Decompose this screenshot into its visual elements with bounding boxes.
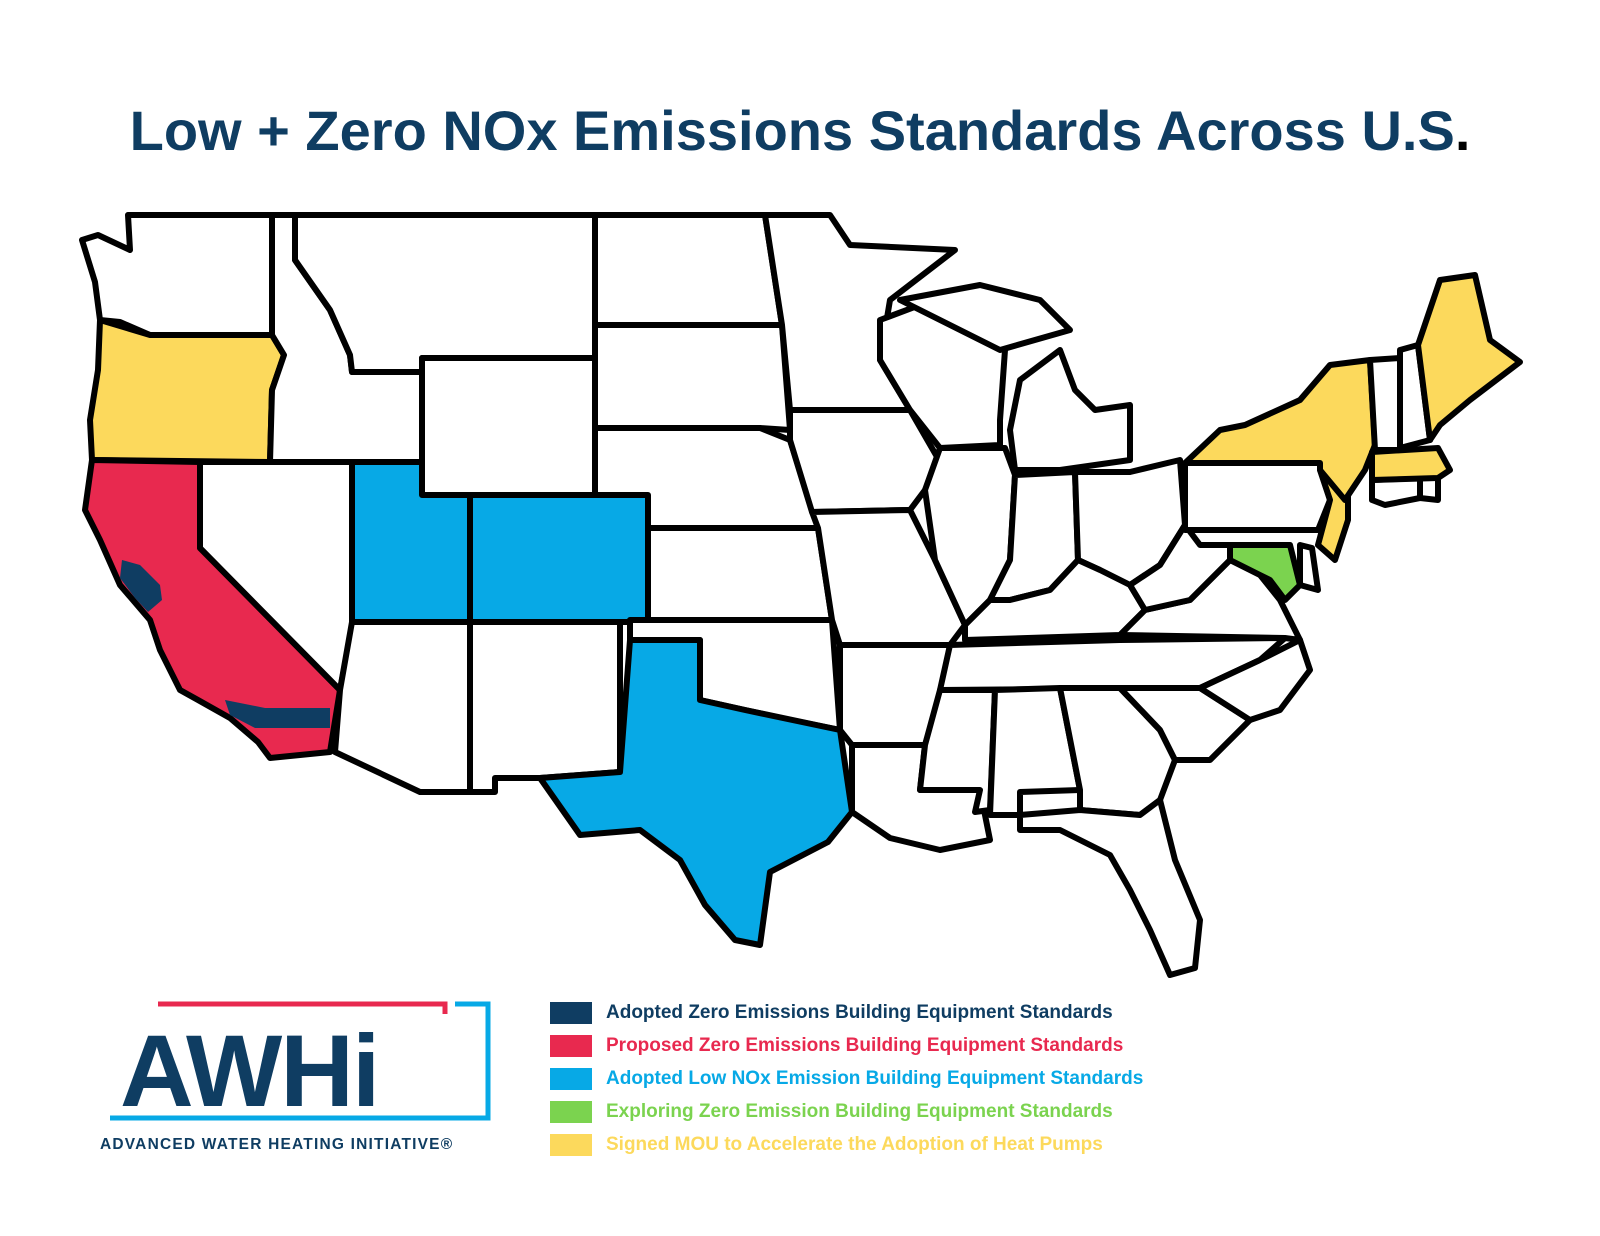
legend-item-signed-mou: Signed MOU to Accelerate the Adoption of… [550, 1132, 1250, 1160]
legend-label: Proposed Zero Emissions Building Equipme… [606, 1035, 1124, 1056]
state-iowa [787, 407, 943, 515]
state-south-dakota [592, 322, 793, 433]
state-oregon [87, 317, 287, 465]
state-west-virginia [1127, 522, 1233, 613]
legend-swatch [550, 1002, 592, 1024]
state-washington [79, 212, 275, 338]
state-new-mexico [467, 619, 623, 795]
page-title: Low + Zero NOx Emissions Standards Acros… [0, 98, 1600, 163]
logo-caption: ADVANCED WATER HEATING INITIATIVE® [100, 1136, 454, 1153]
legend-label: Adopted Zero Emissions Building Equipmen… [606, 1002, 1113, 1023]
logo-wordmark: AWHi [120, 1014, 378, 1128]
legend-swatch [550, 1035, 592, 1057]
state-delaware [1297, 542, 1321, 593]
page-title-text: Low + Zero NOx Emissions Standards Acros… [129, 99, 1455, 162]
awhi-logo: AWHi [110, 1001, 491, 1128]
state-maine [1415, 272, 1523, 443]
state-massachusetts [1369, 445, 1453, 483]
state-michigan [897, 282, 1133, 473]
state-florida [1017, 797, 1203, 978]
legend-label: Exploring Zero Emission Building Equipme… [606, 1101, 1113, 1122]
state-north-carolina [1197, 637, 1313, 723]
state-maryland [1227, 542, 1303, 603]
legend-item-proposed-zero: Proposed Zero Emissions Building Equipme… [550, 1033, 1250, 1061]
state-texas [537, 637, 855, 948]
state-pennsylvania [1182, 460, 1333, 533]
state-arizona [332, 619, 473, 795]
legend-swatch [550, 1068, 592, 1090]
legend-label: Adopted Low NOx Emission Building Equipm… [606, 1068, 1144, 1089]
state-north-dakota [592, 212, 785, 328]
legend-item-exploring-zero: Exploring Zero Emission Building Equipme… [550, 1099, 1250, 1127]
page-title-period: . [1454, 99, 1471, 162]
legend-item-adopted-low-nox: Adopted Low NOx Emission Building Equipm… [550, 1066, 1250, 1094]
legend-swatch [550, 1101, 592, 1123]
state-vermont [1367, 355, 1403, 453]
state-wyoming [419, 355, 598, 498]
state-colorado [467, 492, 651, 625]
legend-item-adopted-zero: Adopted Zero Emissions Building Equipmen… [550, 1000, 1250, 1028]
adopted-zero-los-angeles [225, 700, 330, 728]
legend-label: Signed MOU to Accelerate the Adoption of… [606, 1134, 1103, 1155]
legend-swatch [550, 1134, 592, 1156]
adopted-zero-bay-area [120, 560, 162, 612]
state-kansas [645, 525, 835, 623]
